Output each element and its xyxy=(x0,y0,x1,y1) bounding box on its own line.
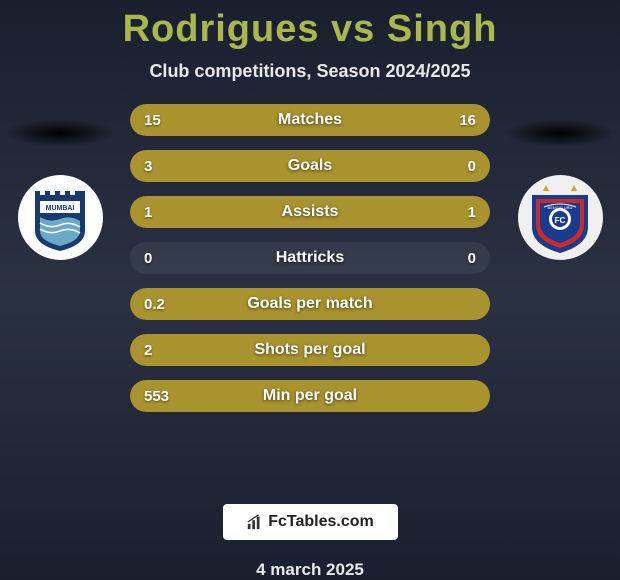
stat-label: Goals xyxy=(130,157,490,175)
logo-text: FcTables.com xyxy=(268,513,374,531)
page-title: Rodrigues vs Singh xyxy=(123,8,498,51)
stat-row: 2Shots per goal xyxy=(130,334,490,366)
stat-label: Hattricks xyxy=(130,249,490,267)
stats-column: 15Matches163Goals01Assists10Hattricks00.… xyxy=(120,104,500,482)
stat-row: 1Assists1 xyxy=(130,196,490,228)
date-label: 4 march 2025 xyxy=(256,560,364,580)
stat-row: 0Hattricks0 xyxy=(130,242,490,274)
stat-row: 0.2Goals per match xyxy=(130,288,490,320)
svg-text:MUMBAI: MUMBAI xyxy=(46,205,75,212)
stat-value-right: 0 xyxy=(468,250,476,267)
chart-icon xyxy=(246,513,264,531)
stat-value-right: 0 xyxy=(468,158,476,175)
stat-label: Min per goal xyxy=(130,387,490,405)
stat-label: Assists xyxy=(130,203,490,221)
svg-text:BENGALURU: BENGALURU xyxy=(548,205,573,210)
stat-label: Matches xyxy=(130,111,490,129)
fctables-logo[interactable]: FcTables.com xyxy=(223,504,398,540)
comparison-card: Rodrigues vs Singh Club competitions, Se… xyxy=(0,0,620,580)
player-shadow-left xyxy=(5,119,115,147)
stat-value-right: 16 xyxy=(459,112,476,129)
stat-row: 553Min per goal xyxy=(130,380,490,412)
svg-text:FC: FC xyxy=(555,216,566,225)
main-area: MUMBAI CITY FC 15Matches16 3Goals0 1Assist… xyxy=(0,104,620,482)
stat-value-right: 1 xyxy=(468,204,476,221)
stat-label: Shots per goal xyxy=(130,341,490,359)
right-column: FC BENGALURU xyxy=(500,104,620,482)
stat-row: 15Matches16 xyxy=(130,104,490,136)
mumbai-city-crest-icon: MUMBAI CITY FC xyxy=(30,183,90,253)
page-subtitle: Club competitions, Season 2024/2025 xyxy=(149,61,470,82)
bengaluru-fc-crest-icon: FC BENGALURU xyxy=(524,179,596,257)
right-team-crest: FC BENGALURU xyxy=(518,175,603,260)
player-shadow-right xyxy=(505,119,615,147)
left-column: MUMBAI CITY FC xyxy=(0,104,120,482)
stat-label: Goals per match xyxy=(130,295,490,313)
stat-row: 3Goals0 xyxy=(130,150,490,182)
left-team-crest: MUMBAI CITY FC xyxy=(18,175,103,260)
